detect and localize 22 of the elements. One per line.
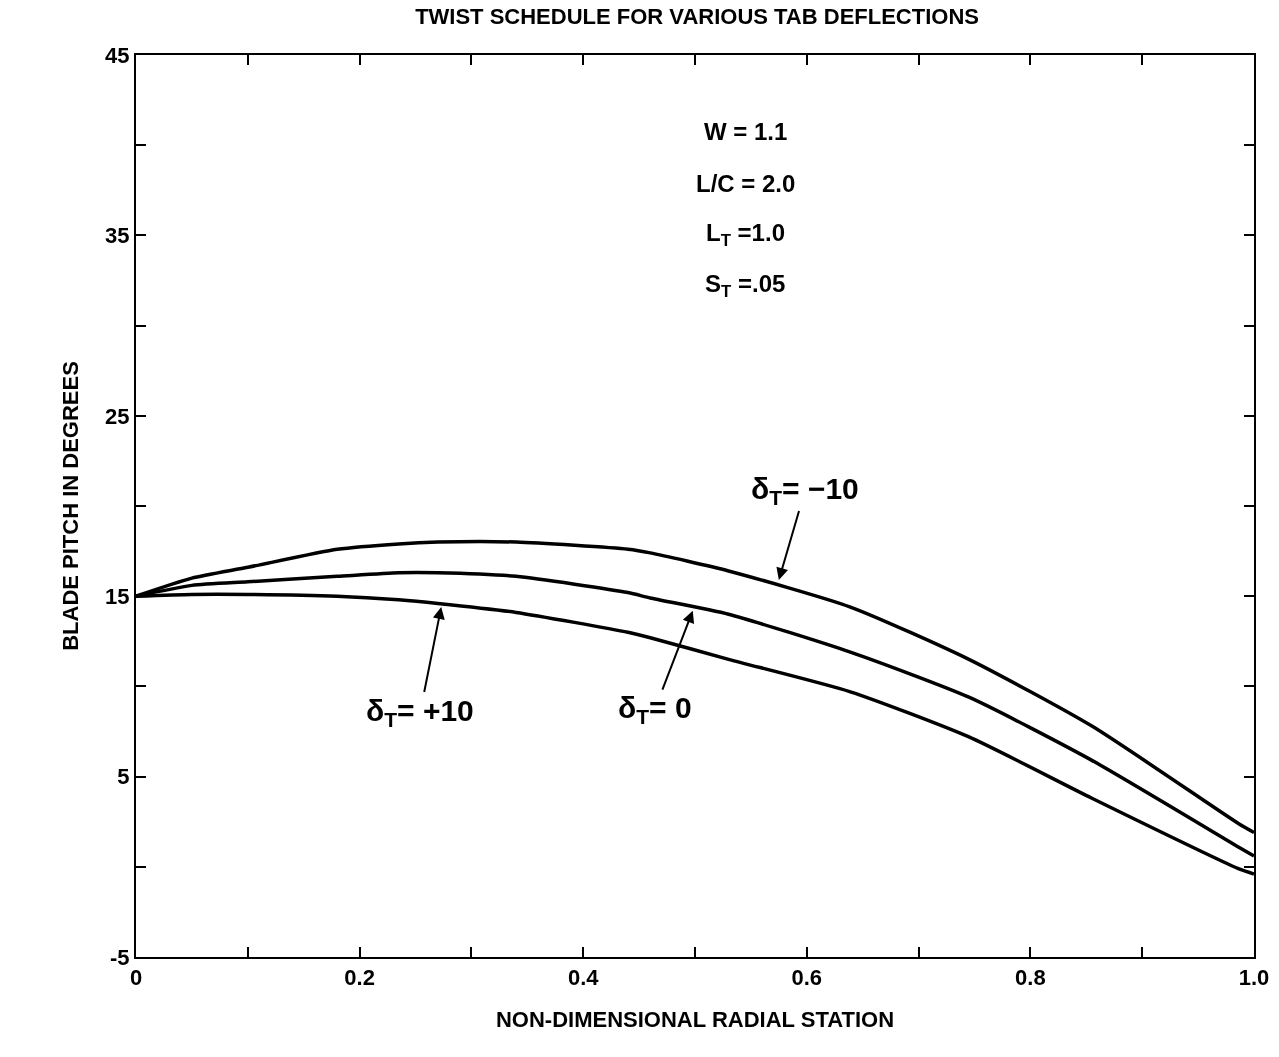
x-tick-label: 1.0 — [1238, 965, 1270, 991]
y-axis-title: BLADE PITCH IN DEGREES — [58, 361, 84, 651]
y-tick-label: 35 — [105, 223, 130, 249]
y-tick-label: 5 — [117, 764, 130, 790]
y-tick-label: 25 — [105, 403, 130, 429]
y-tick-label: -5 — [110, 944, 130, 970]
annotation: δ$_{T}$= +10 — [366, 694, 474, 732]
annotation: S$_{T}$ =.05 — [705, 270, 786, 302]
x-axis-title: NON-DIMENSIONAL RADIAL STATION — [495, 1006, 895, 1032]
annotation: L/C = 2.0 — [696, 170, 796, 197]
x-tick-label: 0 — [129, 965, 143, 991]
annotation: δ$_{T}$= −10 — [751, 472, 859, 510]
y-tick-label: 15 — [105, 583, 130, 609]
chart-title: TWIST SCHEDULE FOR VARIOUS TAB DEFLECTIONS — [415, 3, 979, 29]
x-tick-label: 0.6 — [791, 965, 823, 991]
y-tick-label: 45 — [105, 42, 130, 68]
annotation: W = 1.1 — [704, 118, 788, 145]
x-tick-label: 0.4 — [567, 965, 600, 991]
annotation: δ$_{T}$= 0 — [618, 691, 692, 729]
annotation: L$_{T}$ =1.0 — [706, 219, 785, 251]
x-tick-label: 0.8 — [1015, 965, 1046, 991]
x-tick-label: 0.2 — [344, 965, 375, 991]
